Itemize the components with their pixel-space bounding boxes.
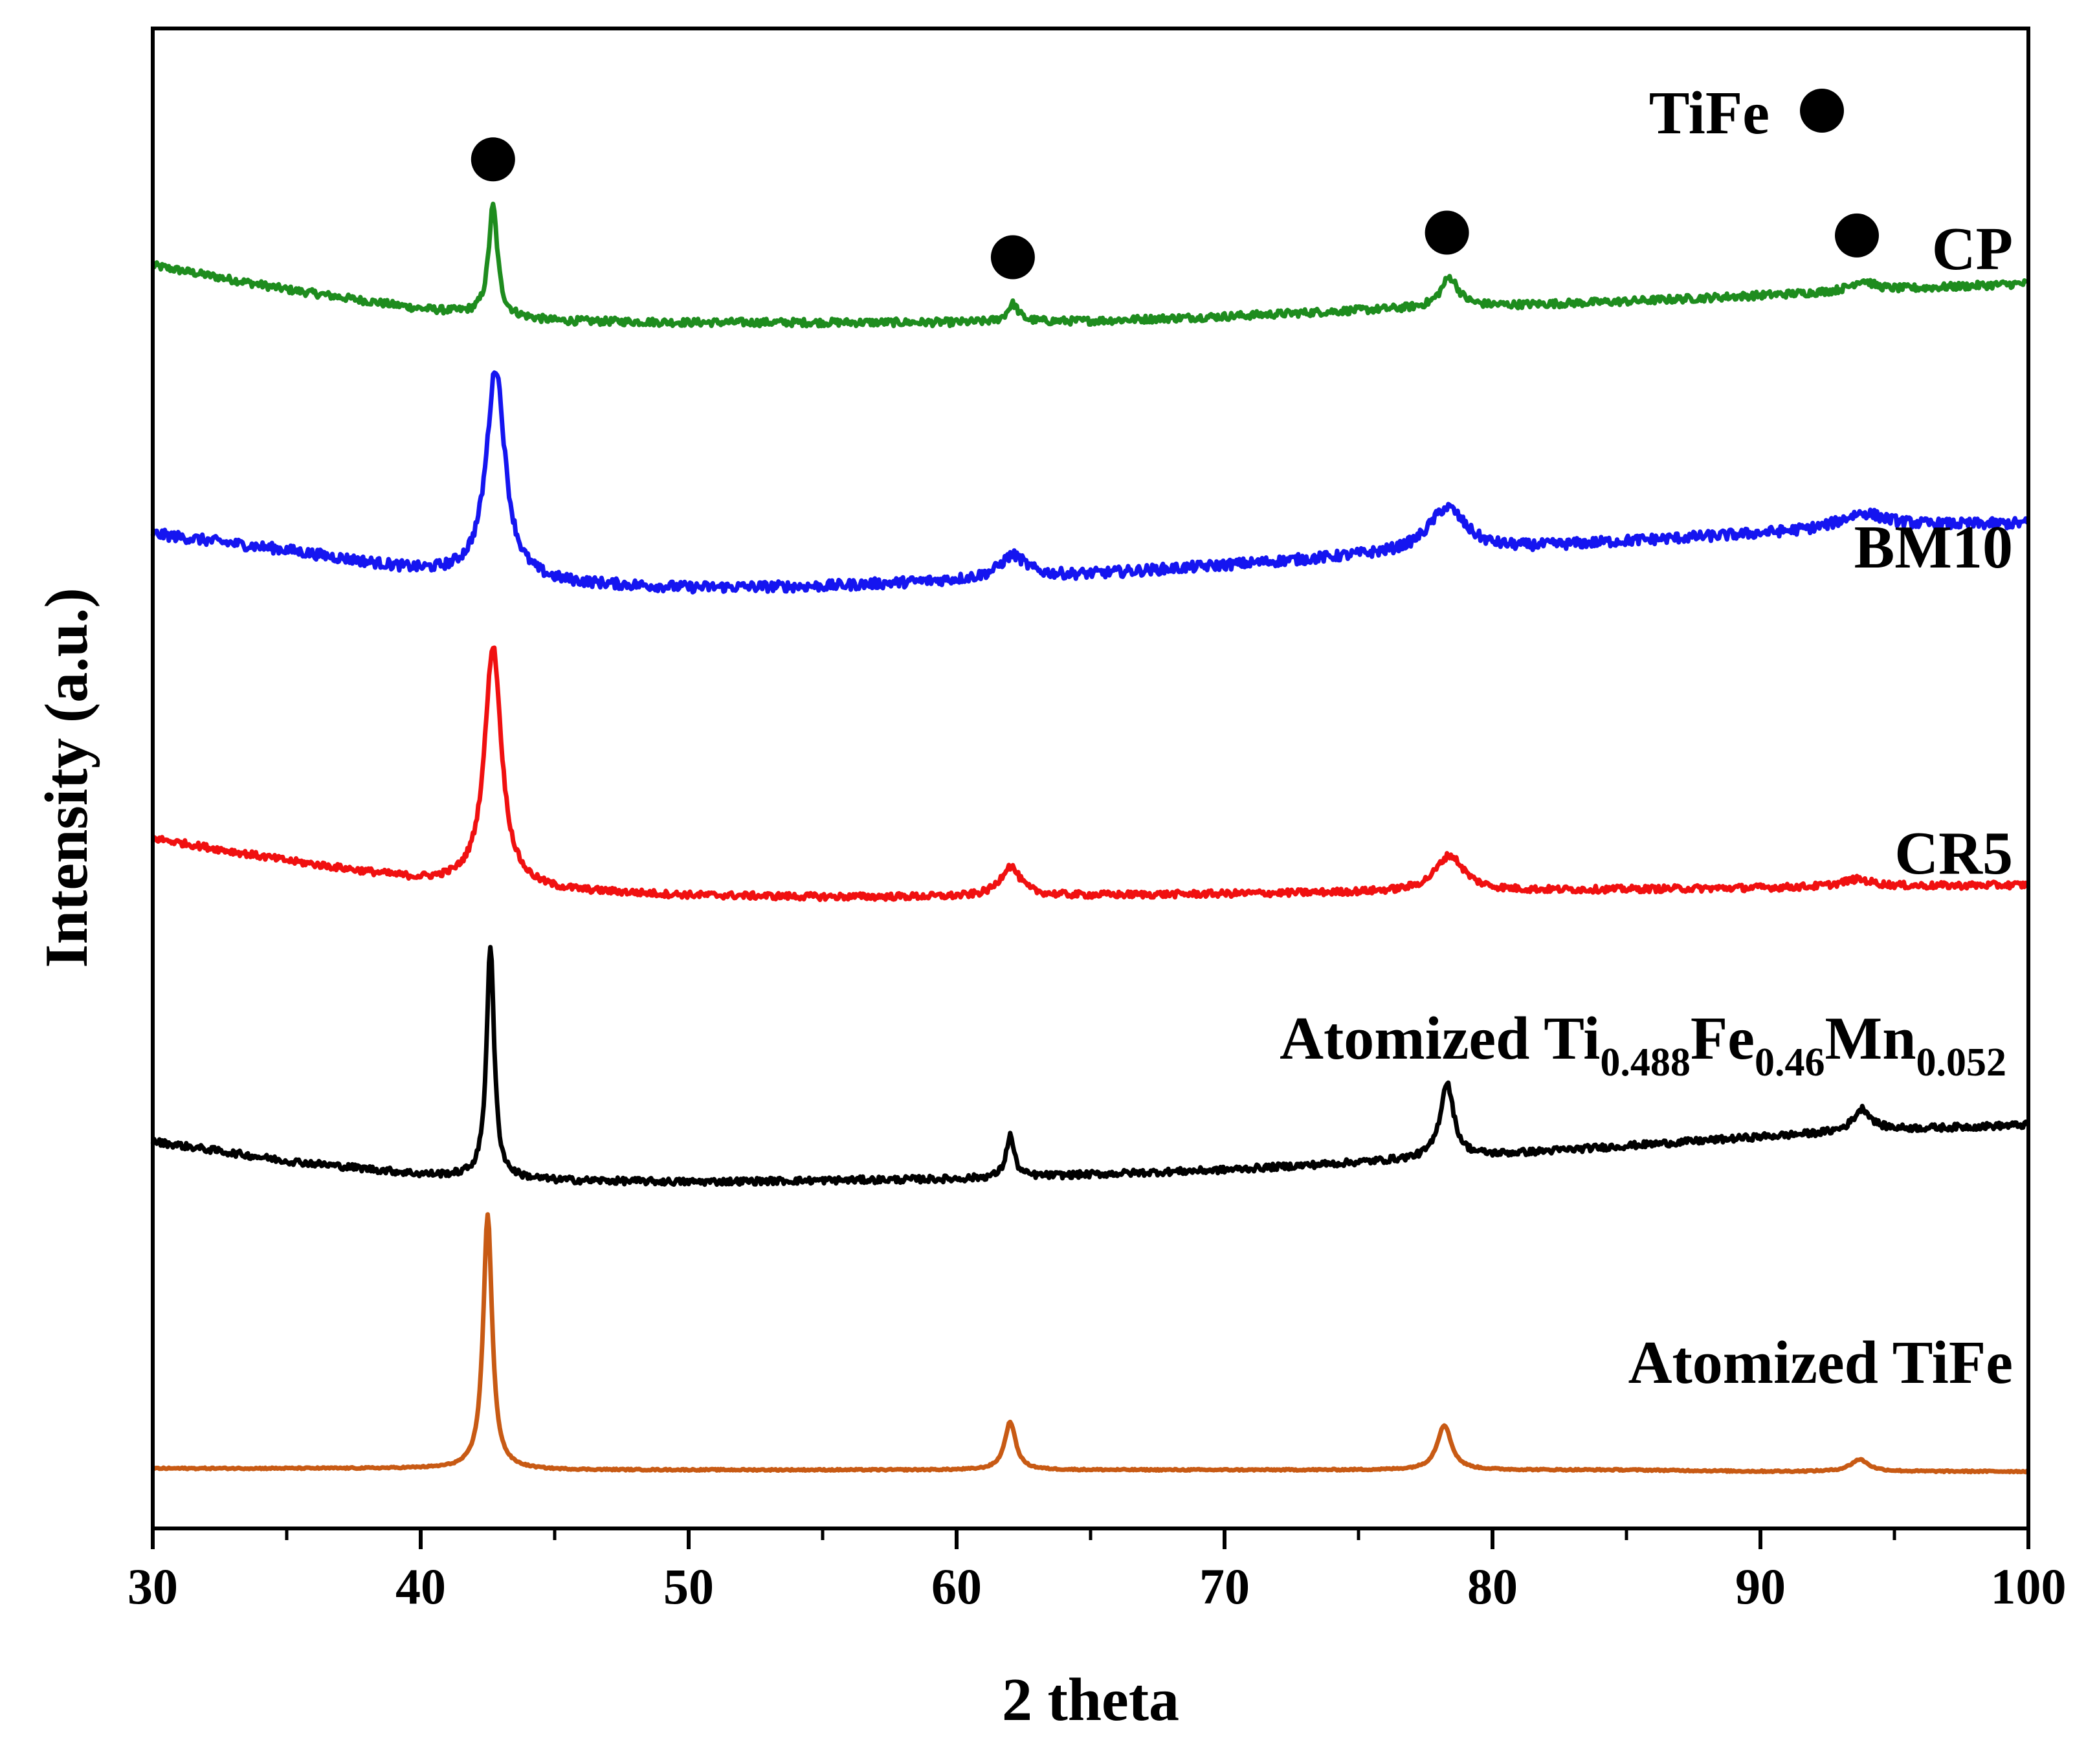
- series-label-cr5: CR5: [1894, 820, 2013, 887]
- series-line-bm10: [150, 370, 2030, 595]
- series-group: [150, 201, 2031, 1475]
- series-line-cr5: [151, 645, 2031, 903]
- label-mn-sub-mn: 0.052: [1916, 1041, 2007, 1085]
- x-tick-label-100: 100: [1991, 1558, 2067, 1615]
- tife-peak-marker-group: [471, 137, 1879, 280]
- series-label-bm10: BM10: [1854, 514, 2013, 581]
- tife-peak-marker-1: [471, 137, 515, 182]
- series-label-cp: CP: [1932, 215, 2013, 283]
- series-label-atomized-tife: Atomized TiFe: [1628, 1329, 2013, 1396]
- series-line-atomized-ti0-488fe0-46mn0-052: [150, 945, 2030, 1187]
- label-mn-sub-ti: 0.488: [1600, 1041, 1691, 1085]
- tife-peak-marker-3: [1425, 210, 1469, 255]
- label-mn-fe: Fe: [1691, 1005, 1755, 1072]
- label-mn-prefix: Atomized Ti: [1280, 1005, 1600, 1072]
- x-tick-label-70: 70: [1199, 1558, 1250, 1615]
- x-axis-ticks: 30 40 50 60 70 80 90 100: [128, 1528, 2067, 1615]
- x-tick-label-50: 50: [663, 1558, 714, 1615]
- legend-marker-tife: [1800, 89, 1844, 133]
- x-tick-label-30: 30: [128, 1558, 178, 1615]
- tife-peak-marker-2: [990, 235, 1035, 280]
- x-tick-label-60: 60: [931, 1558, 982, 1615]
- tife-peak-marker-4: [1835, 213, 1879, 258]
- series-label-atomized-mn: Atomized Ti0.488Fe0.46Mn0.052: [1280, 1005, 2006, 1085]
- x-axis-title: 2 theta: [1002, 1666, 1179, 1734]
- label-mn-mn: Mn: [1825, 1005, 1916, 1072]
- x-tick-label-80: 80: [1467, 1558, 1518, 1615]
- label-mn-sub-fe: 0.46: [1755, 1041, 1825, 1085]
- y-axis-title: Intensity (a.u.): [33, 588, 100, 968]
- x-tick-label-40: 40: [395, 1558, 446, 1615]
- legend-label-tife: TiFe: [1649, 80, 1770, 147]
- x-tick-label-90: 90: [1735, 1558, 1786, 1615]
- series-line-atomized-tife: [151, 1212, 2030, 1475]
- series-line-cp: [150, 201, 2030, 329]
